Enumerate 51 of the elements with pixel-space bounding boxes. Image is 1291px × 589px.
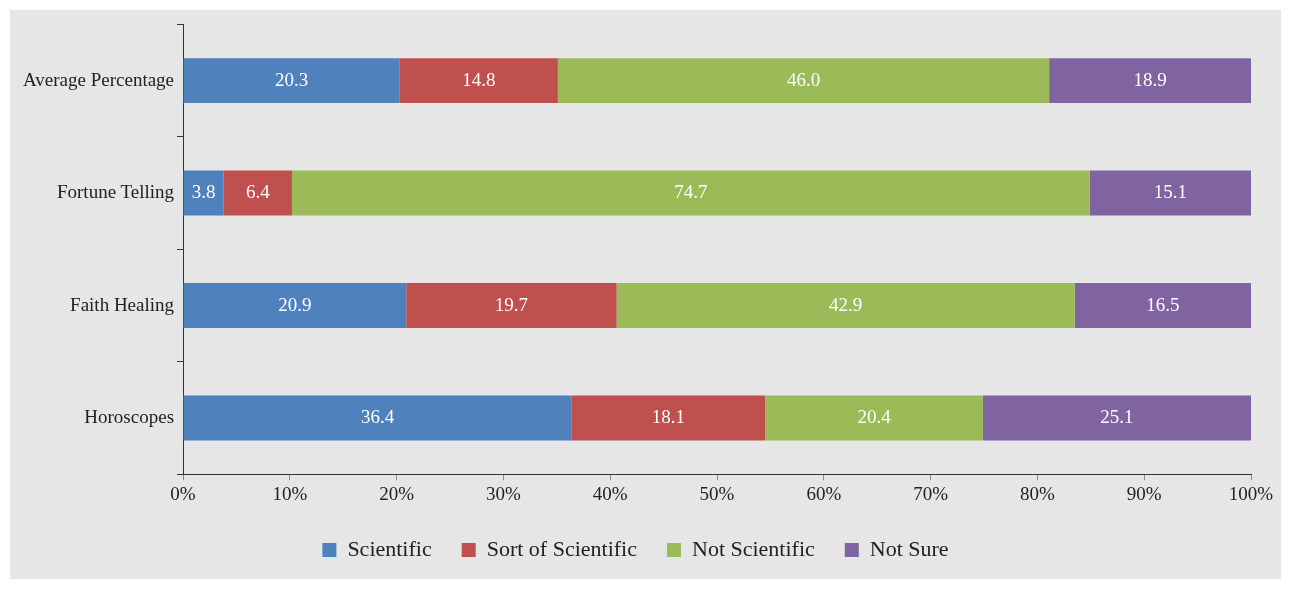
bar (183, 283, 407, 329)
bar (406, 283, 617, 329)
x-tick-label: 10% (272, 482, 308, 504)
x-tick-label: 0% (170, 482, 196, 504)
data-label: 74.7 (674, 181, 708, 203)
x-tick-label: 30% (486, 482, 521, 504)
legend-label: Not Scientific (691, 535, 816, 561)
data-label: 14.8 (462, 68, 496, 90)
bar (1049, 58, 1251, 104)
x-tick-label: 50% (699, 482, 735, 504)
x-tick-label: 40% (592, 482, 628, 504)
bar (616, 283, 1075, 329)
data-label: 25.1 (1100, 405, 1134, 427)
bar (571, 395, 766, 441)
x-tick-label: 20% (379, 482, 415, 504)
data-label: 18.1 (651, 405, 686, 427)
data-label: 3.8 (191, 181, 216, 203)
bar (1089, 170, 1251, 216)
data-label: 20.9 (278, 293, 312, 315)
y-tick-label: Fortune Telling (56, 181, 175, 203)
legend-label: Scientific (347, 535, 432, 561)
data-label: 15.1 (1153, 181, 1187, 203)
data-label: 42.9 (829, 293, 863, 315)
data-label: 46.0 (786, 68, 821, 90)
x-tick-label: 80% (1019, 482, 1055, 504)
y-tick-label: Faith Healing (70, 293, 175, 315)
x-tick-label: 60% (806, 482, 842, 504)
bar (291, 170, 1090, 216)
data-label: 16.5 (1146, 293, 1180, 315)
y-tick-label: Average Percentage (22, 68, 175, 90)
y-tick-label: Horoscopes (84, 405, 175, 427)
x-tick-label: 100% (1228, 482, 1274, 504)
bar (1074, 283, 1251, 329)
data-label: 36.4 (361, 405, 395, 427)
bar (557, 58, 1050, 104)
bar (183, 395, 572, 441)
data-label: 20.4 (857, 405, 892, 427)
data-label: 19.7 (494, 293, 529, 315)
bar (982, 395, 1251, 441)
x-tick-label: 70% (913, 482, 949, 504)
x-tick-label: 90% (1126, 482, 1162, 504)
legend-label: Not Sure (869, 535, 949, 561)
data-label: 18.9 (1133, 68, 1167, 90)
data-label: 20.3 (275, 68, 309, 90)
data-label: 6.4 (245, 181, 271, 203)
bar (399, 58, 558, 104)
bar (765, 395, 983, 441)
bar (183, 170, 224, 216)
legend-label: Sort of Scientific (486, 535, 638, 561)
bar (223, 170, 292, 216)
bar (183, 58, 400, 104)
